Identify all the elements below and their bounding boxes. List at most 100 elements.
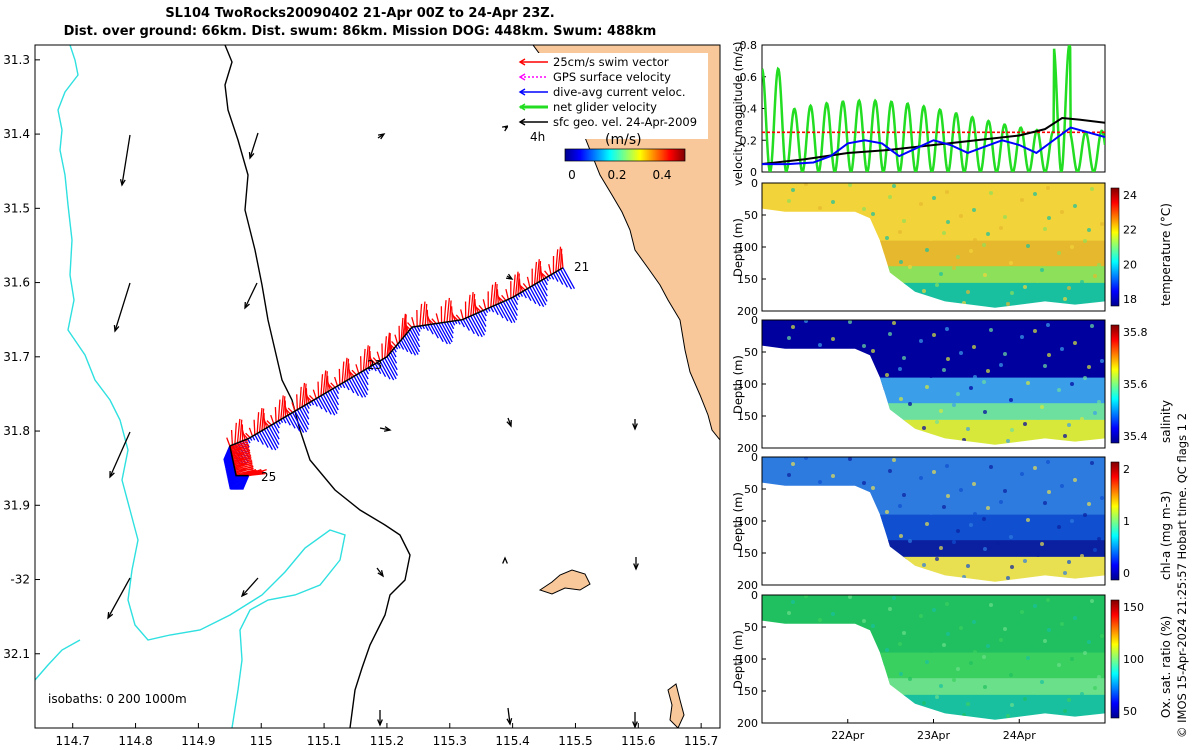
depth-tick: 100 (737, 378, 758, 391)
map-y-tick-label: 31.3 (3, 53, 30, 67)
colorbar-tick: 24 (1123, 189, 1137, 202)
colorbar-tick-0: 0 (568, 168, 576, 182)
section-salinity: 0 50 100 150 200 Depth (m) 35.4 35.6 35.8 salinit… (731, 314, 1173, 455)
time-tick: 23Apr (917, 729, 951, 742)
depth-tick: 50 (744, 621, 758, 634)
depth-ylabel: Depth (m) (731, 492, 745, 551)
colorbar-tick: 2 (1123, 463, 1130, 476)
velocity-y-tick: 0 (750, 166, 757, 179)
glider-track-tail (229, 445, 249, 477)
chart-subtitle: Dist. over ground: 66km. Dist. swum: 86k… (63, 24, 657, 39)
depth-tick: 200 (737, 305, 758, 318)
time-tick: 22Apr (831, 729, 865, 742)
map-x-tick-label: 115 (250, 734, 273, 748)
depth-tick: 50 (744, 209, 758, 222)
colorbar-tick: 0 (1123, 567, 1130, 580)
depth-tick: 100 (737, 515, 758, 528)
legend-entry: 25cm/s swim vector (553, 55, 669, 69)
legend-entry: net glider velocity (553, 100, 657, 114)
map-x-tick-label: 114.9 (181, 734, 215, 748)
colorbar-tick: 35.6 (1123, 378, 1148, 391)
map-x-axis: 114.7 114.8 114.9 115 115.1 115.2 115.3 115.4 11… (56, 723, 718, 748)
map-frame (34, 44, 721, 729)
depth-tick: 100 (737, 241, 758, 254)
day-label-25: 25 (261, 470, 276, 484)
map-y-tick-label: 32.1 (3, 647, 30, 661)
colorbar-tick-2: 0.4 (652, 168, 671, 182)
map-x-tick-label: 115.6 (621, 734, 655, 748)
map-y-tick-label: 31.4 (3, 127, 30, 141)
colorbar-age-label: 4h (530, 130, 545, 144)
qc-footer-note: © IMOS 15-Apr-2024 21:25:57 Hobart time.… (1175, 413, 1189, 738)
legend-entry: GPS surface velocity (553, 70, 671, 84)
velocity-y-tick: 0.8 (740, 39, 758, 52)
depth-tick: 150 (737, 685, 758, 698)
map-x-tick-label: 115.7 (684, 734, 718, 748)
depth-tick: 0 (751, 451, 758, 464)
map-x-tick-label: 115.4 (495, 734, 529, 748)
map-y-tick-label: 31.8 (3, 424, 30, 438)
section-colorbar (1110, 187, 1120, 307)
net-velocity-line (762, 45, 1105, 172)
depth-tick: 200 (737, 442, 758, 455)
map-y-tick-label: 31.9 (3, 498, 30, 512)
legend-entry: sfc geo. vel. 24-Apr-2009 (553, 115, 697, 129)
map-x-tick-label: 114.8 (118, 734, 152, 748)
depth-tick: 200 (737, 579, 758, 592)
depth-tick: 0 (751, 177, 758, 190)
map-y-tick-label: 31.5 (3, 201, 30, 215)
map-y-tick-label: 31.7 (3, 350, 30, 364)
depth-ylabel: Depth (m) (731, 218, 745, 277)
map-y-axis: 31.3 31.4 31.5 31.6 31.7 31.8 31.9 -32 32.1 (3, 53, 40, 661)
section-chl-a: 0 50 100 150 200 Depth (m) 0 1 2 chl-a (mg m-3) (731, 451, 1173, 592)
section-colorbar (1110, 599, 1120, 719)
colorbar (564, 148, 686, 162)
velocity-y-tick: 0.6 (740, 71, 758, 84)
colorbar-tick: 22 (1123, 224, 1137, 237)
map-y-tick-label: -32 (10, 573, 30, 587)
depth-tick: 0 (751, 589, 758, 602)
colorbar-label: chl-a (mg m-3) (1159, 491, 1173, 580)
depth-tick: 100 (737, 653, 758, 666)
colorbar-label: Ox. sat. ratio (%) (1159, 616, 1173, 718)
depth-tick: 0 (751, 314, 758, 327)
colorbar-tick: 35.4 (1123, 430, 1148, 443)
colorbar-tick: 1 (1123, 515, 1130, 528)
glider-track (229, 267, 564, 447)
isobath-200 (224, 45, 411, 728)
glider-vectors (223, 246, 576, 490)
island-garden (667, 683, 685, 728)
time-tick: 24Apr (1003, 729, 1037, 742)
depth-tick: 200 (737, 717, 758, 730)
velocity-panel: 0 0.2 0.4 0.6 0.8 velocity magnitude (m/s) (731, 39, 1106, 186)
velocity-y-tick: 0.2 (740, 134, 758, 147)
chart-title: SL104 TwoRocks20090402 21-Apr 00Z to 24-… (165, 6, 555, 21)
colorbar-tick: 35.8 (1123, 326, 1148, 339)
map-x-tick-label: 115.2 (370, 734, 404, 748)
isobath-1000 (57, 45, 346, 728)
colorbar-tick: 20 (1123, 258, 1137, 271)
map-x-tick-label: 115.1 (307, 734, 341, 748)
map-x-tick-label: 114.7 (56, 734, 90, 748)
velocity-ylabel: velocity magnitude (m/s) (731, 41, 745, 186)
island-rottnest (538, 569, 591, 595)
colorbar-label: salinity (1159, 400, 1173, 443)
depth-tick: 150 (737, 273, 758, 286)
isobath-label: isobaths: 0 200 1000m (48, 692, 187, 706)
depth-tick: 150 (737, 547, 758, 560)
depth-tick: 150 (737, 410, 758, 423)
section-temperature: 0 50 100 150 200 Depth (m) 18 20 22 24 temperature… (731, 177, 1173, 318)
colorbar-label: temperature (°C) (1159, 203, 1173, 306)
day-label-23: 23 (367, 358, 382, 372)
depth-tick: 50 (744, 346, 758, 359)
colorbar-title: (m/s) (605, 132, 642, 148)
depth-ylabel: Depth (m) (731, 355, 745, 414)
map-x-tick-label: 115.3 (433, 734, 467, 748)
geostrophic-arrows (107, 125, 639, 728)
isobath-1000-west (35, 639, 81, 681)
colorbar-tick: 150 (1123, 601, 1144, 614)
